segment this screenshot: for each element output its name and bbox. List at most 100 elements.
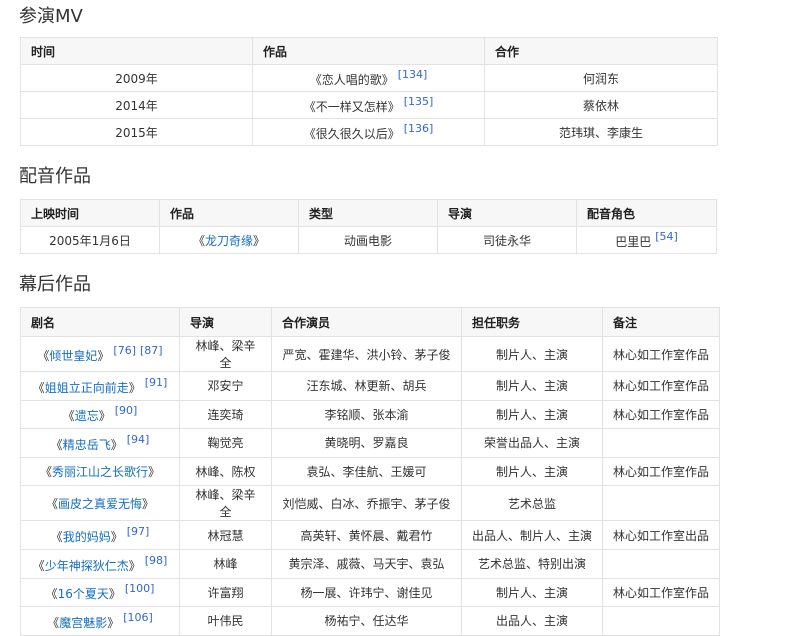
table-cell: 制片人、主演 (461, 371, 603, 401)
table-header-row: 剧名 导演 合作演员 担任职务 备注 (20, 307, 720, 337)
cell-text: 制片人、主演 (495, 407, 568, 422)
quote-open: 《 (47, 615, 60, 630)
table-cell (602, 606, 720, 636)
column-header: 上映时间 (20, 199, 160, 227)
reference-link[interactable]: [91] (144, 375, 168, 389)
reference-link[interactable]: [98] (144, 553, 168, 567)
cell-text: 杨祐宁、任达华 (324, 614, 409, 629)
table-cell: 林心如工作室作品 (602, 456, 720, 487)
table-row: 《倾世皇妃》 [76] [87] 林峰、梁辛全 严宽、霍建华、洪小铃、茅子俊 制片人、主演… (20, 336, 720, 372)
cell-text: 林峰、梁辛全 (195, 339, 256, 370)
reference-link[interactable]: [100] (124, 582, 155, 596)
table-cell: 《魔宫魅影》 [106] (20, 606, 180, 636)
table-row: 《我的妈妈》 [97] 林冠慧 高英轩、黄怀晨、戴君竹 出品人、制片人、主演 林心如工作室… (20, 520, 720, 550)
table-cell: 林峰、陈权 (179, 456, 272, 487)
cell-text: 巴里巴 (615, 235, 652, 249)
reference-link[interactable]: [134] (397, 68, 428, 81)
column-header: 导演 (437, 199, 577, 227)
quote-open: 《 (32, 558, 45, 573)
column-header: 时间 (20, 37, 253, 65)
work-link[interactable]: 魔宫魅影 (59, 615, 108, 630)
column-header: 配音角色 (576, 199, 717, 227)
quote-open: 《 (37, 349, 50, 363)
table-row: 2015年 《很久很久以后》 [136] 范玮琪、李康生 (20, 118, 718, 146)
cell-text: 林心如工作室作品 (613, 465, 710, 480)
reference-link[interactable]: [90] (114, 404, 138, 418)
table-cell: 黄宗泽、戚薇、马天宇、袁弘 (271, 548, 462, 579)
table-cell: 动画电影 (298, 226, 438, 254)
table-cell: 杨祐宁、任达华 (271, 606, 462, 636)
table-cell: 出品人、主演 (461, 606, 603, 636)
quote-close: 》 (142, 496, 155, 511)
work-link[interactable]: 画皮之真爱无悔 (57, 496, 142, 511)
table-cell: 《秀丽江山之长歌行》 (20, 456, 180, 487)
section-title-production: 幕后作品 (19, 274, 91, 295)
table-cell: 林冠慧 (179, 520, 272, 550)
table-header-row: 上映时间 作品 类型 导演 配音角色 (20, 199, 717, 227)
quote-close: 》 (97, 349, 110, 363)
cell-text: 连奕琦 (207, 407, 244, 422)
column-header: 剧名 (20, 307, 180, 337)
table-cell: 《倾世皇妃》 [76] [87] (20, 336, 180, 372)
work-link[interactable]: 我的妈妈 (62, 530, 111, 545)
cell-text: 何润东 (582, 71, 619, 86)
cell-text: 袁弘、李佳航、王媛可 (306, 465, 427, 480)
table-row: 2005年1月6日 《龙刀奇缘》 动画电影 司徒永华 巴里巴 [54] (20, 226, 717, 254)
table-cell: 《我的妈妈》 [97] (20, 520, 180, 550)
reference-link[interactable]: [54] (655, 230, 678, 243)
table-cell: 《画皮之真爱无悔》 (20, 485, 180, 522)
table-cell: 《少年神探狄仁杰》 [98] (20, 548, 180, 579)
cell-text: 黄晓明、罗嘉良 (324, 436, 409, 451)
table-cell: 刘恺威、白冰、乔振宇、茅子俊 (271, 485, 462, 522)
cell-text: 刘恺威、白冰、乔振宇、茅子俊 (282, 496, 451, 511)
reference-link[interactable]: [135] (403, 95, 434, 108)
table-cell: 艺术总监、特别出演 (461, 548, 603, 579)
table-row: 2014年 《不一样又怎样》 [135] 蔡依林 (20, 91, 718, 119)
work-link[interactable]: 倾世皇妃 (49, 349, 98, 363)
work-link[interactable]: 16个夏天 (57, 587, 109, 602)
quote-open: 《 (62, 409, 75, 424)
reference-link[interactable]: [136] (403, 122, 434, 135)
column-header: 导演 (179, 307, 272, 337)
work-link[interactable]: 秀丽江山之长歌行 (51, 465, 148, 480)
cell-text: 艺术总监 (507, 496, 556, 511)
cell-text: 许富翔 (207, 585, 244, 600)
cell-text: 《恋人唱的歌》 (309, 73, 394, 87)
table-row: 《姐姐立正向前走》 [91] 邓安宁 汪东城、林更新、胡兵 制片人、主演 林心如工作室作品 (20, 371, 720, 401)
table-cell: 出品人、制片人、主演 (461, 520, 603, 550)
quote-close: 》 (148, 465, 161, 480)
table-cell: 荣誉出品人、主演 (461, 428, 603, 458)
table-cell: 严宽、霍建华、洪小铃、茅子俊 (271, 336, 462, 372)
reference-link[interactable]: [87] (140, 344, 163, 357)
work-link[interactable]: 少年神探狄仁杰 (44, 558, 129, 573)
cell-text: 杨一展、许玮宁、谢佳见 (300, 585, 433, 600)
work-link[interactable]: 精忠岳飞 (62, 437, 111, 452)
cell-text: 蔡依林 (582, 98, 619, 113)
cell-text: 邓安宁 (207, 379, 244, 394)
cell-text: 动画电影 (343, 233, 392, 248)
table-cell: 2005年1月6日 (20, 226, 160, 254)
cell-text: 林峰、梁辛全 (195, 488, 256, 520)
work-link[interactable]: 遗忘 (74, 409, 99, 424)
cell-text: 林心如工作室作品 (613, 379, 710, 394)
table-cell: 制片人、主演 (461, 399, 603, 430)
table-cell: 《恋人唱的歌》 [134] (252, 64, 485, 92)
work-link[interactable]: 姐姐立正向前走 (44, 380, 129, 395)
column-header: 合作演员 (271, 307, 462, 337)
table-cell: 司徒永华 (437, 226, 577, 254)
cell-text: 制片人、主演 (495, 585, 568, 600)
reference-link[interactable]: [97] (126, 525, 150, 539)
quote-open: 《 (50, 437, 63, 452)
reference-link[interactable]: [106] (123, 610, 153, 624)
table-row: 《精忠岳飞》 [94] 鞠觉亮 黄晓明、罗嘉良 荣誉出品人、主演 (20, 428, 720, 458)
cell-text: 2005年1月6日 (49, 233, 131, 248)
quote-close: 》 (253, 233, 266, 248)
reference-link[interactable]: [94] (126, 432, 150, 446)
work-link[interactable]: 龙刀奇缘 (204, 233, 253, 248)
table-cell: 《不一样又怎样》 [135] (252, 91, 485, 119)
table-cell: 巴里巴 [54] (576, 226, 717, 254)
cell-text: 2014年 (115, 98, 158, 113)
table-cell: 2009年 (20, 64, 253, 92)
table-cell: 艺术总监 (461, 485, 603, 522)
reference-link[interactable]: [76] (113, 344, 137, 357)
